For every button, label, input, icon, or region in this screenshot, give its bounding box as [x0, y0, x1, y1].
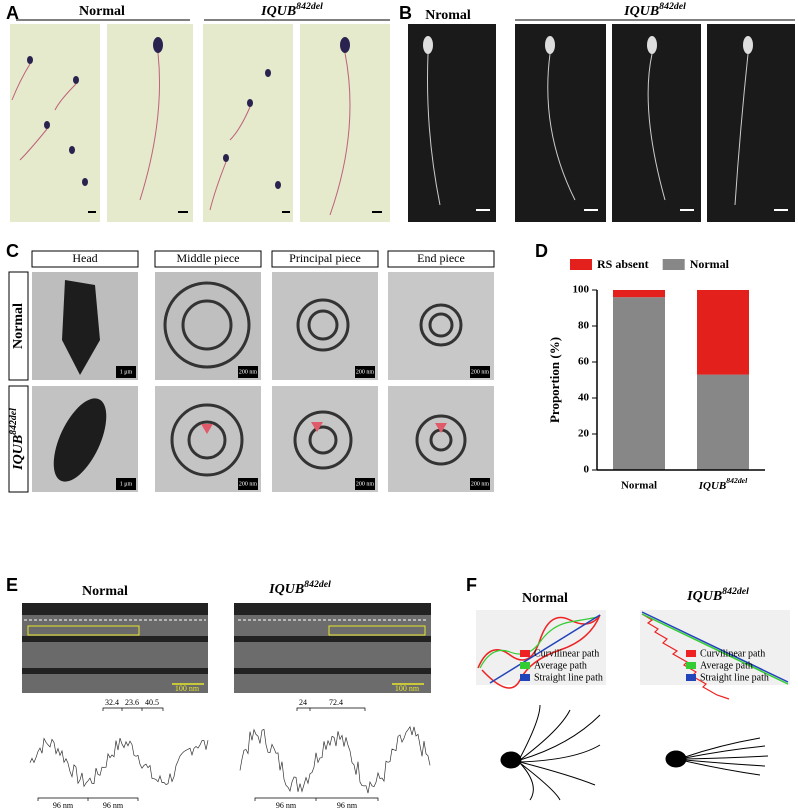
panel-letter: E	[6, 575, 18, 595]
scale-label: 200 nm	[356, 481, 375, 487]
y-axis-title: Proportion (%)	[547, 337, 562, 423]
panel-letter: A	[6, 3, 19, 23]
flagellum-schematics	[500, 704, 769, 801]
scale-label: 200 nm	[471, 369, 490, 375]
x-tick-label: Normal	[621, 480, 657, 492]
brackets	[37, 707, 379, 801]
row-box	[8, 271, 29, 381]
stacked-bar-chart: Normal IQUB842del 0 20 40 60 80 100 Proportion (…	[547, 257, 765, 492]
distance-label: 24	[299, 698, 307, 707]
bar-segment	[697, 290, 749, 375]
column-header: Head	[72, 251, 97, 265]
distance-label: 40.5	[145, 698, 159, 707]
group-label: Normal	[522, 591, 568, 606]
period-label: 96 nm	[276, 801, 297, 810]
intensity-profiles	[29, 725, 431, 794]
sem-images	[408, 24, 795, 222]
legend-label: Average path	[534, 660, 587, 671]
y-tick-label: 20	[578, 428, 590, 440]
legend-label: Normal	[690, 257, 730, 271]
profile-trace	[239, 725, 431, 794]
panel-letter: D	[535, 241, 548, 261]
column-header: End piece	[417, 251, 465, 265]
scale-label: 200 nm	[239, 481, 258, 487]
track-plots	[476, 610, 790, 700]
distance-label: 72.4	[329, 698, 343, 707]
x-tick-label: IQUB842del	[698, 476, 748, 492]
group-label: Normal	[82, 584, 128, 599]
y-tick-label: 100	[573, 284, 590, 296]
legend-label: Straight line path	[700, 672, 769, 683]
legend-swatch	[662, 259, 685, 270]
y-tick-label: 0	[584, 464, 590, 476]
distance-label: 23.6	[125, 698, 139, 707]
scale-label: 200 nm	[239, 369, 258, 375]
group-label: Normal	[79, 4, 125, 19]
micrographs	[10, 24, 390, 222]
y-tick-label: 40	[578, 392, 590, 404]
y-tick-label: 60	[578, 356, 590, 368]
scale-label: 200 nm	[356, 369, 375, 375]
legend-swatch	[570, 259, 592, 270]
scale-label: 200 nm	[471, 481, 490, 487]
column-headers	[31, 250, 495, 268]
scale-label: 100 nm	[395, 684, 420, 693]
period-label: 96 nm	[337, 801, 358, 810]
row-label: Normal	[11, 303, 26, 349]
group-label: Nromal	[425, 8, 471, 23]
panel-letter: F	[466, 575, 477, 595]
tem-strips	[22, 603, 431, 693]
bar-segment	[697, 374, 749, 470]
panel-letter: C	[6, 241, 19, 261]
scale-label: 100 nm	[175, 684, 200, 693]
group-label: IQUB842del	[623, 1, 686, 19]
row-label: IQUB842del	[8, 408, 26, 471]
panel-letter: B	[399, 3, 412, 23]
profile-trace	[29, 737, 209, 788]
column-header: Principal piece	[289, 251, 361, 265]
group-label: IQUB842del	[686, 586, 749, 604]
legend-label: Average path	[700, 660, 753, 671]
tem-images	[32, 272, 494, 492]
row-box	[8, 385, 29, 493]
legend-label: Straight line path	[534, 672, 603, 683]
legend-label: Curvilinear path	[534, 648, 599, 659]
bar-segment	[613, 297, 665, 470]
column-header: Middle piece	[177, 251, 240, 265]
bar-segment	[613, 290, 665, 298]
group-label: IQUB842del	[268, 579, 331, 597]
legend-label: RS absent	[597, 257, 649, 271]
scale-label: 1 μm	[120, 481, 133, 487]
period-label: 96 nm	[103, 801, 124, 810]
distance-label: 32.4	[105, 698, 119, 707]
y-tick-label: 80	[578, 320, 590, 332]
scale-label: 1 μm	[120, 369, 133, 375]
period-label: 96 nm	[53, 801, 74, 810]
group-label: IQUB842del	[260, 1, 323, 19]
legend-label: Curvilinear path	[700, 648, 765, 659]
